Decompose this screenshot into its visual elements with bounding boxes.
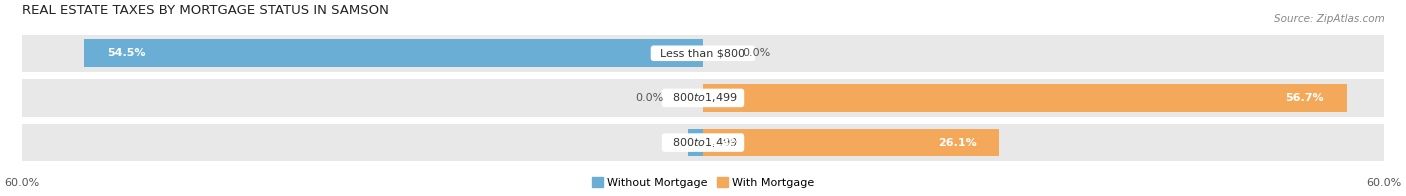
Text: 56.7%: 56.7% — [1285, 93, 1324, 103]
Legend: Without Mortgage, With Mortgage: Without Mortgage, With Mortgage — [588, 173, 818, 192]
Bar — [703, 84, 1347, 112]
Bar — [21, 124, 1385, 161]
Text: 54.5%: 54.5% — [107, 48, 145, 58]
Bar — [703, 129, 1000, 156]
Text: 0.0%: 0.0% — [636, 93, 664, 103]
Text: Less than $800: Less than $800 — [654, 48, 752, 58]
Text: REAL ESTATE TAXES BY MORTGAGE STATUS IN SAMSON: REAL ESTATE TAXES BY MORTGAGE STATUS IN … — [21, 4, 388, 17]
Bar — [84, 39, 703, 67]
Text: 26.1%: 26.1% — [938, 138, 977, 148]
Bar — [21, 34, 1385, 72]
Bar — [21, 79, 1385, 117]
Text: 1.3%: 1.3% — [711, 138, 742, 148]
Text: $800 to $1,499: $800 to $1,499 — [665, 136, 741, 149]
Text: Source: ZipAtlas.com: Source: ZipAtlas.com — [1274, 14, 1385, 24]
Text: 0.0%: 0.0% — [742, 48, 770, 58]
Bar — [689, 129, 703, 156]
Text: $800 to $1,499: $800 to $1,499 — [665, 91, 741, 104]
